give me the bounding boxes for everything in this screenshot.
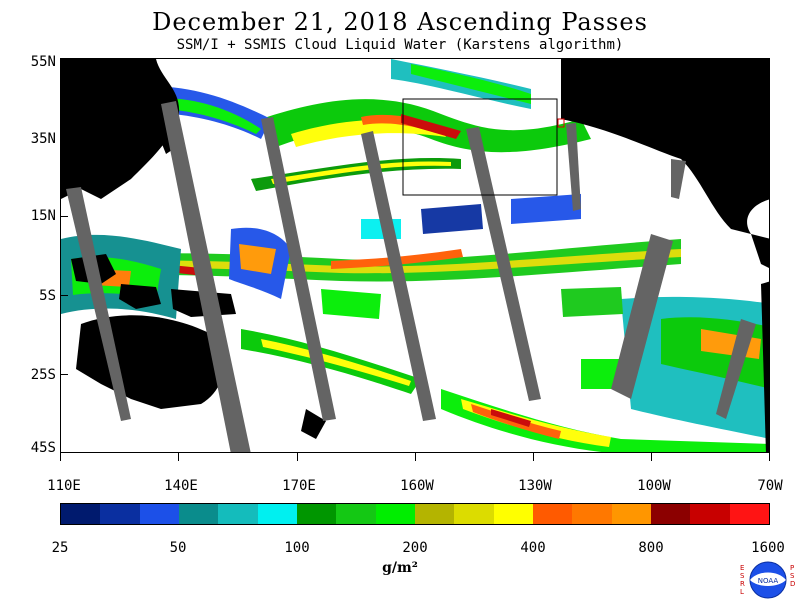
lon-label: 70W bbox=[757, 478, 783, 494]
lon-tick bbox=[769, 453, 770, 461]
lon-tick bbox=[651, 453, 652, 461]
lat-tick bbox=[60, 216, 68, 217]
colorbar-label: 25 bbox=[51, 540, 69, 556]
lat-tick bbox=[60, 295, 68, 296]
colorbar-swatch bbox=[257, 504, 297, 524]
colorbar-swatch bbox=[139, 504, 179, 524]
colorbar-label: 400 bbox=[520, 540, 546, 556]
marker-box bbox=[557, 118, 565, 128]
lon-tick bbox=[178, 453, 179, 461]
colorbar-swatch bbox=[690, 504, 730, 524]
lon-label: 110E bbox=[47, 478, 81, 494]
colorbar-label: 50 bbox=[169, 540, 187, 556]
colorbar-label: 800 bbox=[638, 540, 664, 556]
colorbar-swatch bbox=[572, 504, 612, 524]
swath-gaps bbox=[66, 101, 756, 452]
lat-label: 55N bbox=[30, 54, 56, 70]
colorbar-units: g/m² bbox=[382, 560, 418, 576]
map-subtitle: SSM/I + SSMIS Cloud Liquid Water (Karste… bbox=[176, 37, 624, 53]
lon-label: 170E bbox=[282, 478, 316, 494]
colorbar-label: 200 bbox=[402, 540, 428, 556]
colorbar-swatch bbox=[178, 504, 219, 524]
colorbar-swatch bbox=[611, 504, 651, 524]
region-box bbox=[402, 98, 558, 196]
colorbar-label: 100 bbox=[284, 540, 310, 556]
colorbar bbox=[60, 503, 770, 525]
lon-label: 140E bbox=[164, 478, 198, 494]
colorbar-swatch bbox=[218, 504, 258, 524]
lon-label: 160W bbox=[400, 478, 434, 494]
lat-label: 15N bbox=[30, 208, 56, 224]
colorbar-swatch bbox=[296, 504, 337, 524]
colorbar-swatch bbox=[493, 504, 533, 524]
lat-label: 25S bbox=[30, 367, 56, 383]
colorbar-swatch bbox=[454, 504, 494, 524]
lon-tick bbox=[297, 453, 298, 461]
colorbar-swatch bbox=[336, 504, 376, 524]
lon-tick bbox=[60, 453, 61, 461]
map-title: December 21, 2018 Ascending Passes bbox=[152, 8, 648, 36]
colorbar-swatch bbox=[375, 504, 415, 524]
colorbar-swatch bbox=[532, 504, 573, 524]
colorbar-swatch bbox=[414, 504, 455, 524]
lat-label: 35N bbox=[30, 131, 56, 147]
lat-label: 5S bbox=[39, 288, 56, 304]
lon-tick bbox=[415, 453, 416, 461]
colorbar-swatch bbox=[61, 504, 101, 524]
colorbar-swatch bbox=[650, 504, 691, 524]
lat-label: 45S bbox=[30, 440, 56, 456]
colorbar-swatch bbox=[729, 504, 769, 524]
cloud-water-map bbox=[60, 58, 770, 453]
colorbar-label: 1600 bbox=[751, 540, 785, 556]
colorbar-swatch bbox=[100, 504, 140, 524]
lat-tick bbox=[60, 138, 68, 139]
lat-tick bbox=[60, 374, 68, 375]
lon-label: 100W bbox=[637, 478, 671, 494]
svg-text:NOAA: NOAA bbox=[758, 577, 779, 585]
lon-tick bbox=[533, 453, 534, 461]
lon-label: 130W bbox=[518, 478, 552, 494]
